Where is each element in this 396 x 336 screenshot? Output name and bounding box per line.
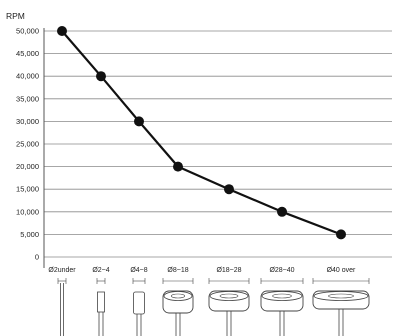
series-line: [61, 30, 342, 236]
y-tick-labels: 0 5,000 10,000 15,000 20,000 25,000 30,000 35,0…: [16, 27, 39, 262]
y-axis-title: RPM: [6, 11, 25, 21]
y-tick-label: 20,000: [16, 162, 39, 171]
spindle-icon-28-40: [260, 278, 304, 336]
x-category-label: Ø8~18: [167, 267, 188, 274]
x-category-label: Ø40 over: [327, 267, 356, 274]
x-category-labels: Ø2under Ø2~4 Ø4~8 Ø8~18 Ø18~28 Ø28~40 Ø40 over: [48, 267, 356, 274]
tool-icons: [57, 278, 370, 336]
data-point: [173, 161, 183, 172]
y-tick-label: 5,000: [20, 230, 39, 239]
y-tick-label: 10,000: [16, 207, 39, 216]
x-category-label: Ø2~4: [92, 267, 109, 274]
x-category-label: Ø18~28: [216, 267, 241, 274]
y-tick-label: 0: [35, 253, 39, 262]
data-point: [336, 229, 346, 240]
data-point: [96, 71, 106, 82]
y-tick-label: 40,000: [16, 72, 39, 81]
y-tick-label: 15,000: [16, 185, 39, 194]
spindle-icon-2-4: [96, 278, 106, 336]
spindle-icon-4-8: [132, 278, 146, 336]
x-category-label: Ø28~40: [269, 267, 294, 274]
data-point: [134, 116, 144, 127]
spindle-icon-under-2: [57, 278, 67, 336]
y-tick-label: 35,000: [16, 94, 39, 103]
y-tick-label: 30,000: [16, 117, 39, 126]
y-tick-label: 45,000: [16, 49, 39, 58]
x-category-label: Ø4~8: [130, 267, 147, 274]
data-point: [57, 26, 67, 36]
spindle-icon-40-over: [312, 278, 370, 336]
data-point: [224, 184, 234, 195]
data-point: [277, 206, 287, 217]
spindle-icon-18-28: [208, 278, 250, 336]
y-tick-label: 50,000: [16, 27, 39, 36]
grid-lines: [44, 30, 392, 258]
data-points: [57, 26, 346, 240]
y-tick-label: 25,000: [16, 140, 39, 149]
spindle-icon-8-18: [162, 278, 194, 336]
x-category-label: Ø2under: [48, 267, 76, 274]
